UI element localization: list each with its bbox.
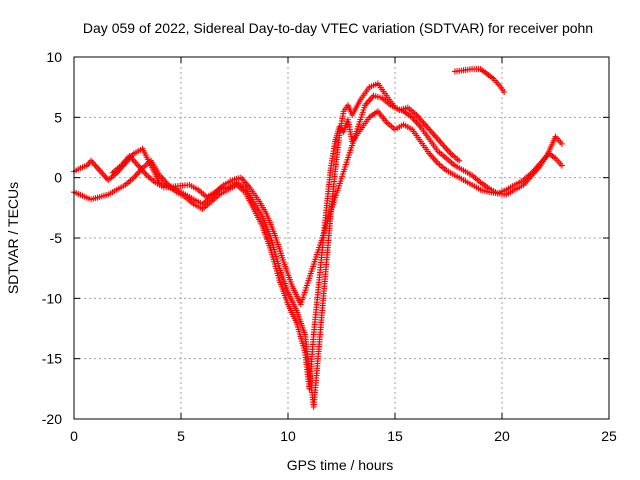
x-axis-label: GPS time / hours	[287, 457, 394, 473]
chart-title: Day 059 of 2022, Sidereal Day-to-day VTE…	[83, 20, 593, 36]
data-point	[501, 88, 508, 95]
series-trace-b	[71, 108, 565, 392]
y-axis-label: SDTVAR / TECUs	[5, 182, 21, 294]
series-trace-d	[451, 66, 508, 95]
x-tick-label: 5	[177, 428, 185, 444]
data-points	[71, 66, 565, 410]
y-tick-label: 10	[46, 49, 62, 65]
y-tick-label: 0	[54, 170, 62, 186]
data-point	[456, 157, 463, 164]
y-tick-label: -15	[42, 351, 62, 367]
grid	[74, 57, 609, 419]
y-tick-label: -10	[42, 290, 62, 306]
x-tick-label: 15	[387, 428, 403, 444]
data-point	[558, 140, 565, 147]
x-tick-label: 0	[70, 428, 78, 444]
data-point	[558, 162, 565, 169]
x-tick-label: 25	[601, 428, 617, 444]
y-tick-label: -20	[42, 411, 62, 427]
x-tick-label: 20	[494, 428, 510, 444]
y-tick-label: 5	[54, 109, 62, 125]
y-tick-label: -5	[50, 230, 63, 246]
x-tick-label: 10	[280, 428, 296, 444]
series-trace-c	[109, 92, 463, 308]
axis-ticks: 0 5 10 15 20 25 -20 -15 -10 -5 0 5 10	[42, 49, 617, 444]
